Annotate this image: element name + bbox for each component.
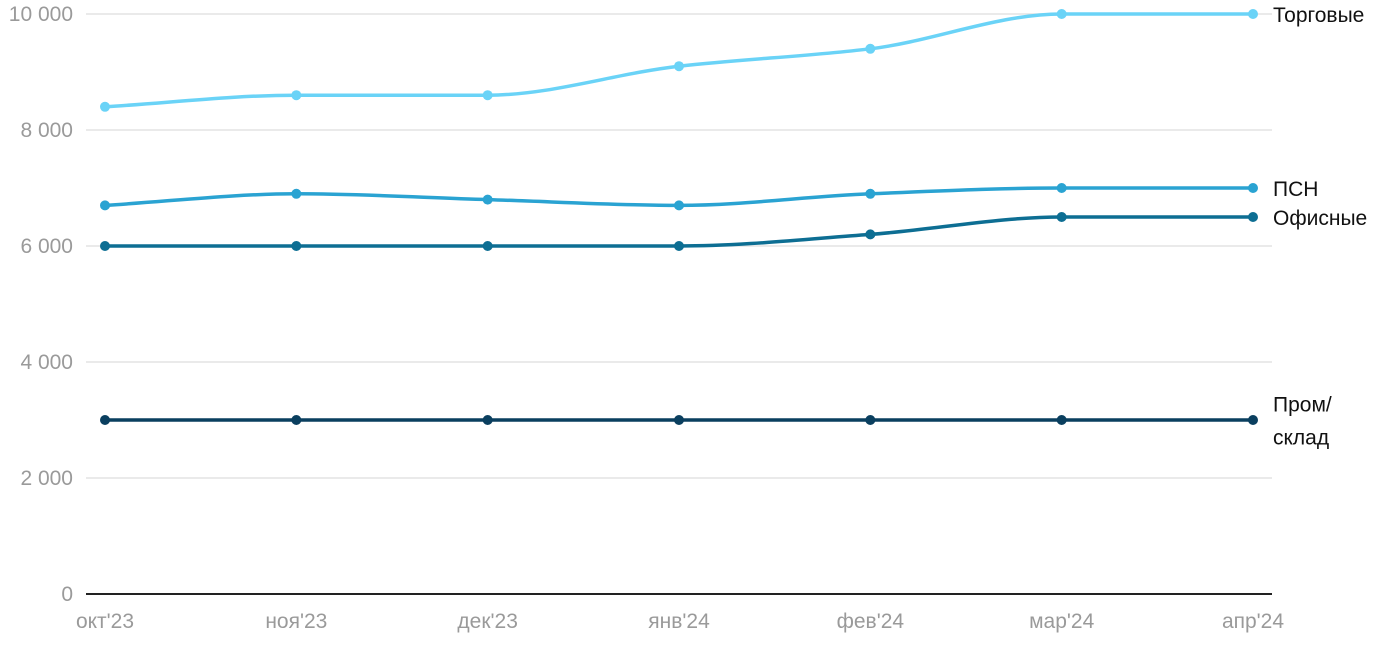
x-axis-tick-labels: окт'23 ноя'23 дек'23 янв'24 фев'24 мар'24 апр'… bbox=[76, 610, 1284, 633]
series-label-2: Офисные bbox=[1273, 207, 1367, 230]
data-point-3-2 bbox=[482, 415, 493, 425]
data-point-3-0 bbox=[100, 415, 110, 425]
series-label-line: Торговые bbox=[1273, 4, 1364, 27]
data-point-0-4 bbox=[865, 43, 876, 54]
series-label-line: склад bbox=[1273, 427, 1329, 450]
data-point-2-3 bbox=[674, 241, 684, 251]
data-point-1-1 bbox=[291, 188, 302, 199]
data-point-2-5 bbox=[1056, 212, 1067, 222]
x-tick-label: дек'23 bbox=[457, 610, 518, 633]
series-labels: Торговые ПСН Офисные Пром/склад bbox=[1273, 4, 1367, 450]
data-point-0-3 bbox=[674, 61, 684, 72]
series-lines bbox=[100, 9, 1258, 425]
data-point-1-0 bbox=[100, 200, 110, 211]
y-tick-label: 10 000 bbox=[9, 3, 73, 26]
x-tick-label: окт'23 bbox=[76, 610, 134, 633]
data-point-3-6 bbox=[1248, 415, 1258, 425]
data-point-3-1 bbox=[291, 415, 302, 425]
x-tick-label: янв'24 bbox=[648, 610, 710, 633]
series-label-0: Торговые bbox=[1273, 4, 1364, 27]
series-label-line: Офисные bbox=[1273, 207, 1367, 230]
y-axis-tick-labels: 0 2 000 4 000 6 000 8 000 10 000 bbox=[9, 3, 73, 606]
data-point-2-2 bbox=[482, 241, 493, 251]
data-point-1-2 bbox=[482, 194, 493, 205]
series-label-3: Пром/склад bbox=[1273, 394, 1332, 450]
data-point-0-0 bbox=[100, 101, 110, 112]
data-point-1-3 bbox=[674, 200, 684, 211]
data-point-2-0 bbox=[100, 241, 110, 251]
series-0 bbox=[100, 9, 1258, 112]
series-2 bbox=[100, 212, 1258, 251]
data-point-2-4 bbox=[865, 229, 876, 240]
y-tick-label: 4 000 bbox=[20, 351, 73, 374]
x-tick-label: фев'24 bbox=[837, 610, 905, 633]
data-point-3-3 bbox=[674, 415, 684, 425]
data-point-0-2 bbox=[482, 90, 493, 101]
y-tick-label: 6 000 bbox=[20, 235, 73, 258]
series-1 bbox=[100, 183, 1258, 211]
x-tick-label: мар'24 bbox=[1029, 610, 1094, 633]
x-tick-label: апр'24 bbox=[1222, 610, 1284, 633]
data-point-1-6 bbox=[1248, 183, 1258, 193]
data-point-1-4 bbox=[865, 188, 876, 199]
data-point-3-5 bbox=[1056, 415, 1067, 425]
data-point-0-6 bbox=[1248, 9, 1258, 19]
data-point-2-1 bbox=[291, 241, 302, 251]
y-tick-label: 0 bbox=[61, 583, 73, 606]
data-point-0-1 bbox=[291, 90, 302, 101]
y-tick-label: 8 000 bbox=[20, 119, 73, 142]
data-point-2-6 bbox=[1248, 212, 1258, 222]
series-label-line: ПСН bbox=[1273, 178, 1318, 201]
data-point-0-5 bbox=[1056, 9, 1067, 19]
data-point-1-5 bbox=[1056, 183, 1067, 193]
y-tick-label: 2 000 bbox=[20, 467, 73, 490]
series-label-line: Пром/ bbox=[1273, 394, 1332, 417]
data-point-3-4 bbox=[865, 415, 876, 425]
series-3 bbox=[100, 415, 1258, 425]
x-tick-label: ноя'23 bbox=[265, 610, 327, 633]
series-line-0 bbox=[103, 12, 1255, 109]
series-label-1: ПСН bbox=[1273, 178, 1318, 201]
